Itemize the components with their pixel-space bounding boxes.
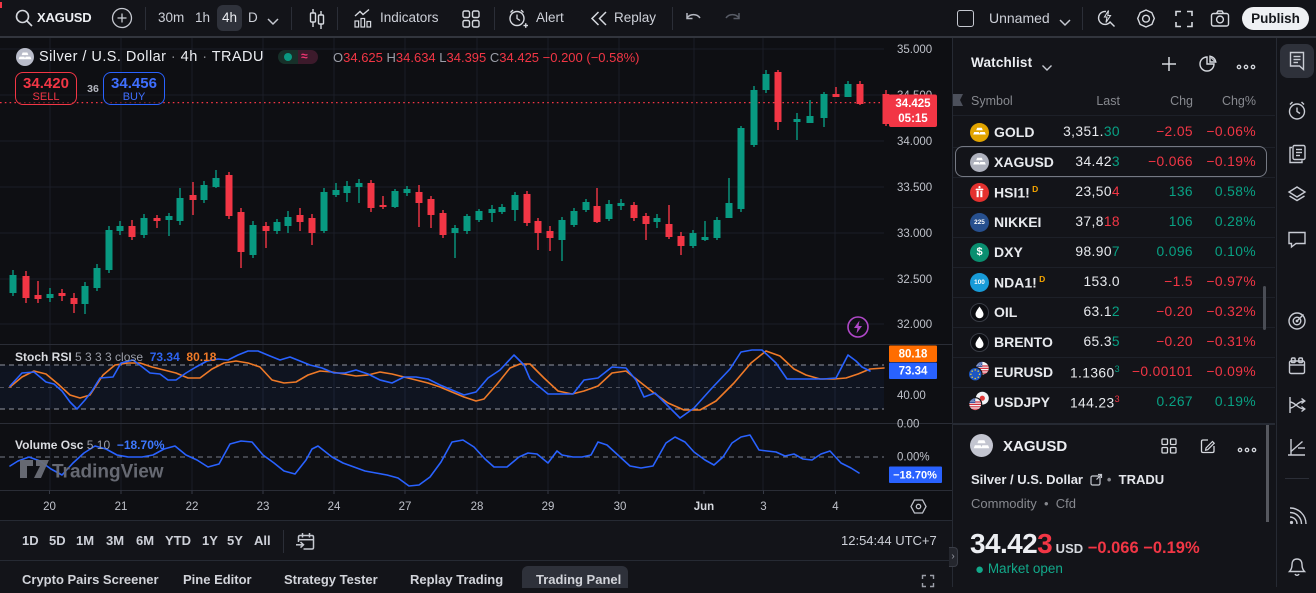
svg-text:29: 29 [542,501,555,513]
svg-text:80.18: 80.18 [899,349,928,361]
svg-text:32.500: 32.500 [897,274,932,286]
svg-text:0.00: 0.00 [897,419,919,431]
svg-text:35.000: 35.000 [897,44,932,56]
svg-text:05:15: 05:15 [898,113,928,125]
svg-text:40.00: 40.00 [897,390,926,402]
svg-text:−18.70%: −18.70% [893,470,937,482]
svg-text:30: 30 [614,501,627,513]
svg-text:28: 28 [471,501,484,513]
svg-text:73.34: 73.34 [899,366,928,378]
svg-text:22: 22 [186,501,199,513]
svg-text:32.000: 32.000 [897,319,932,331]
svg-text:34.000: 34.000 [897,136,932,148]
svg-text:TradingView: TradingView [52,462,164,483]
svg-text:23: 23 [257,501,270,513]
svg-text:34.425: 34.425 [895,98,931,110]
svg-text:33.500: 33.500 [897,182,932,194]
svg-text:4: 4 [832,501,839,513]
svg-text:0.00%: 0.00% [897,452,930,464]
svg-text:33.000: 33.000 [897,228,932,240]
svg-text:24: 24 [328,501,341,513]
svg-text:27: 27 [399,501,412,513]
svg-text:21: 21 [115,501,128,513]
svg-text:3: 3 [760,501,766,513]
svg-text:Jun: Jun [694,501,714,513]
svg-text:20: 20 [43,501,56,513]
